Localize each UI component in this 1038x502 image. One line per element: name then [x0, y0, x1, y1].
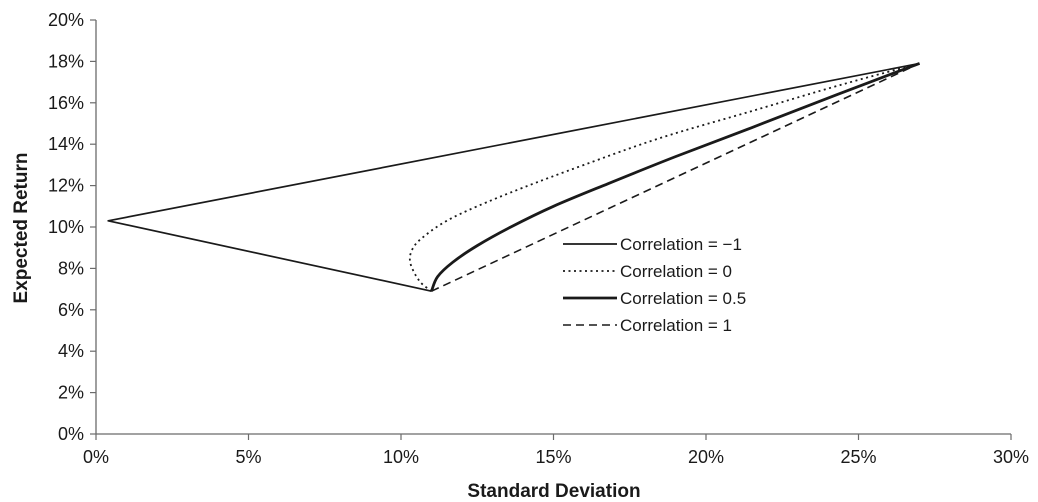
y-tick-label: 0%: [58, 424, 84, 444]
y-tick-label: 18%: [48, 51, 84, 71]
series-line-2: [408, 62, 920, 292]
y-tick-label: 12%: [48, 176, 84, 196]
y-tick-label: 6%: [58, 300, 84, 320]
x-tick-label: 15%: [535, 447, 571, 467]
y-tick-label: 16%: [48, 93, 84, 113]
x-tick-label: 5%: [235, 447, 261, 467]
y-tick-label: 20%: [48, 10, 84, 30]
x-axis: 0% 5% 10% 15% 20% 25% 30%: [83, 434, 1029, 467]
x-tick-label: 0%: [83, 447, 109, 467]
series-line-1: [107, 62, 920, 293]
legend-label: Correlation = −1: [620, 235, 742, 254]
series-layer: [107, 62, 920, 293]
legend-label: Correlation = 0: [620, 262, 732, 281]
legend-label: Correlation = 0.5: [620, 289, 746, 308]
y-tick-label: 14%: [48, 134, 84, 154]
x-tick-label: 30%: [993, 447, 1029, 467]
legend-label: Correlation = 1: [620, 316, 732, 335]
x-tick-label: 20%: [688, 447, 724, 467]
x-tick-label: 25%: [840, 447, 876, 467]
y-tick-label: 8%: [58, 258, 84, 278]
series-line-4: [431, 62, 920, 292]
x-tick-label: 10%: [383, 447, 419, 467]
y-tick-label: 4%: [58, 341, 84, 361]
y-axis: 0% 2% 4% 6% 8% 10% 12% 14% 16% 18% 20%: [48, 10, 96, 444]
series-line-3: [430, 62, 920, 292]
legend: Correlation = −1 Correlation = 0 Correlati…: [563, 235, 746, 335]
x-axis-title: Standard Deviation: [467, 481, 640, 502]
y-axis-title: Expected Return: [11, 153, 32, 304]
y-tick-label: 2%: [58, 383, 84, 403]
y-tick-label: 10%: [48, 217, 84, 237]
